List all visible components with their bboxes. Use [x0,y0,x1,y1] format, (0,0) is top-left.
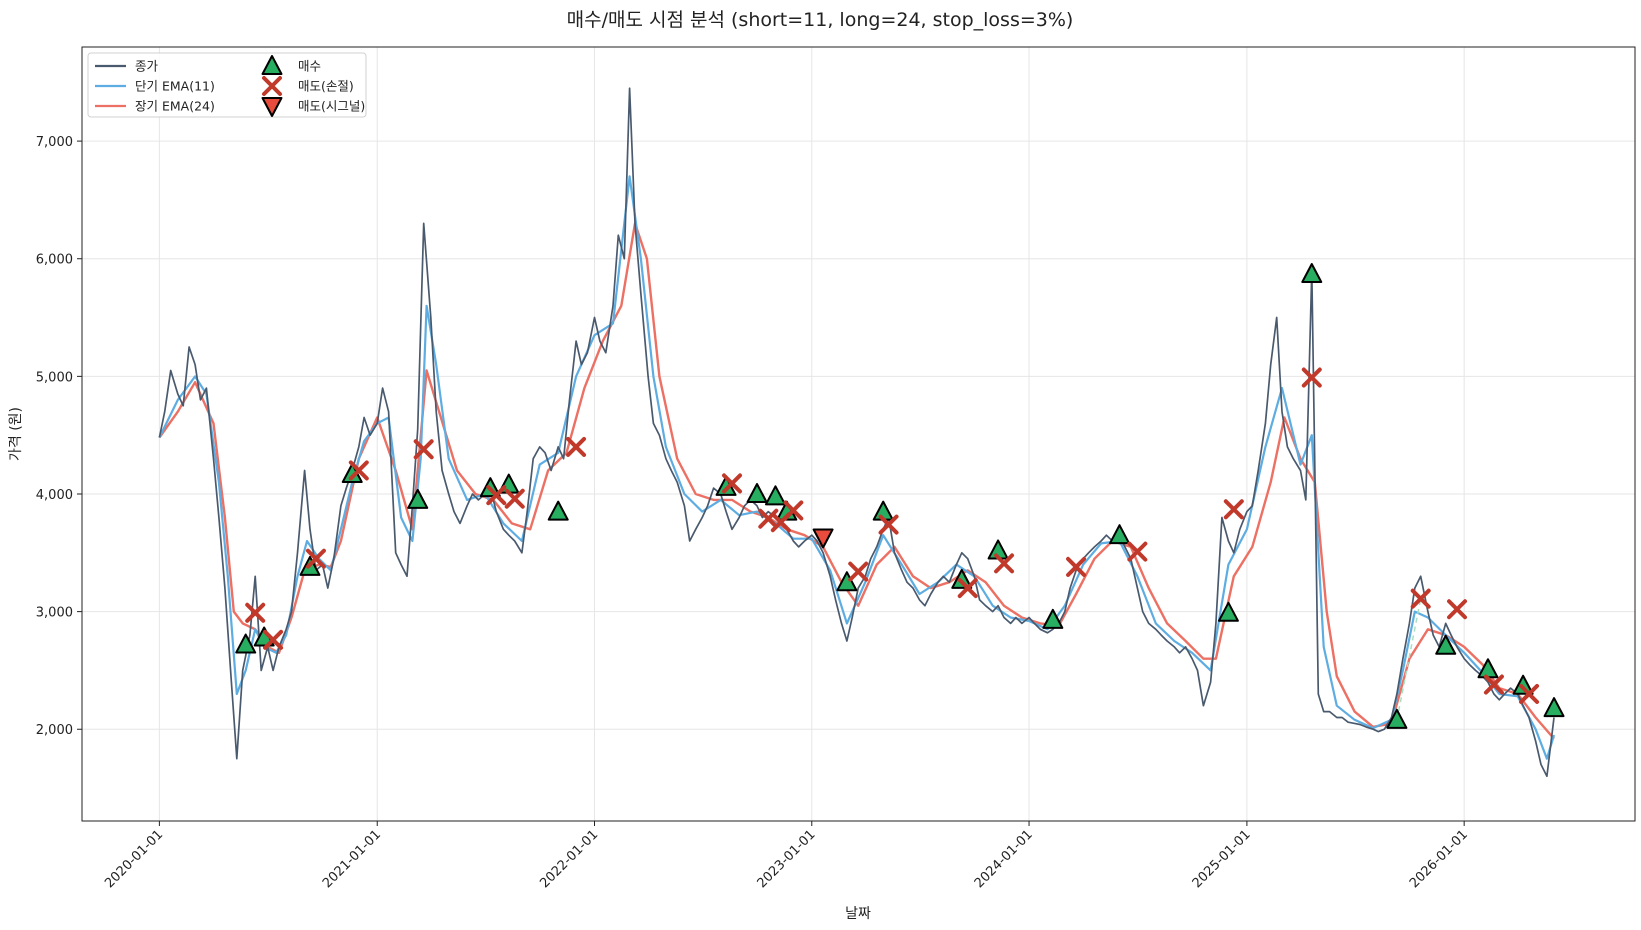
legend-swatch-sell_stop [262,76,282,96]
y-tick-label: 7,000 [36,135,73,150]
buy-marker [1042,608,1064,629]
y-tick-label: 5,000 [36,370,73,385]
stop-loss-sell-marker [878,514,899,535]
legend-label: 매수 [298,59,321,74]
x-tick-label: 2022-01-01 [537,827,601,891]
signal-sell-marker [812,528,834,549]
stop-loss-sell-marker [348,460,369,481]
buy-marker [1301,263,1323,284]
buy-marker [951,568,973,589]
buy-marker [764,485,786,506]
buy-marker [1109,524,1131,545]
buy-marker [1435,634,1457,655]
x-tick-label: 2021-01-01 [320,827,384,891]
x-tick-label: 2024-01-01 [972,827,1036,891]
buy-marker [1386,708,1408,729]
stop-loss-sell-marker [486,485,507,506]
stop-loss-sell-marker [504,488,525,509]
trade-connector [1396,598,1422,720]
x-tick-label: 2020-01-01 [102,827,166,891]
stop-loss-sell-marker [783,500,804,521]
trade-markers [235,263,1565,729]
plot-area-frame [81,46,1636,822]
y-axis-label: 가격 (원) [8,407,24,461]
y-tick-label: 2,000 [36,723,73,738]
stop-loss-sell-marker [848,561,869,582]
stop-loss-sell-marker [566,436,587,457]
stop-loss-sell-marker [1410,588,1431,609]
stop-loss-sell-marker [1127,541,1148,562]
stop-loss-sell-marker [1301,367,1322,388]
stop-loss-sell-marker [305,548,326,569]
stop-loss-sell-marker [1447,599,1468,620]
x-tick-label: 2026-01-01 [1407,827,1471,891]
legend-swatch-sell_signal [261,97,283,117]
buy-marker [547,500,569,521]
buy-marker [235,633,257,654]
y-tick-label: 4,000 [36,488,73,503]
grid [82,47,1635,821]
stop-loss-sell-marker [722,473,743,494]
close-price-line [158,87,1555,778]
buy-marker [1512,674,1534,695]
legend-swatch-buy [261,55,283,75]
buy-marker [836,571,858,592]
legend-box [87,52,367,118]
legend-label: 매도(손절) [298,79,354,94]
chart-title: 매수/매도 시점 분석 (short=11, long=24, stop_los… [567,9,1074,31]
stop-loss-sell-marker [1223,499,1244,520]
long-ema-line [158,222,1555,740]
stop-loss-sell-marker [1066,556,1087,577]
y-tick-label: 3,000 [36,606,73,621]
series-lines [158,87,1556,778]
y-tick-label: 6,000 [36,253,73,268]
buy-marker [407,488,429,509]
stop-loss-sell-marker [1519,683,1540,704]
stop-loss-sell-marker [245,602,266,623]
buy-marker [1217,601,1239,622]
stop-loss-sell-marker [263,629,284,650]
buy-marker [1543,697,1565,718]
stop-loss-sell-marker [1483,674,1504,695]
legend-label: 단기 EMA(11) [135,79,215,94]
stop-loss-sell-marker [994,553,1015,574]
short-ema-line [158,175,1556,760]
stop-loss-sell-marker [957,578,978,599]
stop-loss-sell-marker [413,439,434,460]
legend-label: 장기 EMA(24) [135,99,215,114]
legend-label: 종가 [135,59,159,74]
buy-marker [746,482,768,503]
x-axis-label: 날짜 [845,906,871,922]
x-tick-label: 2023-01-01 [755,827,819,891]
legend-label: 매도(시그널) [298,99,365,114]
x-tick-label: 2025-01-01 [1190,827,1254,891]
